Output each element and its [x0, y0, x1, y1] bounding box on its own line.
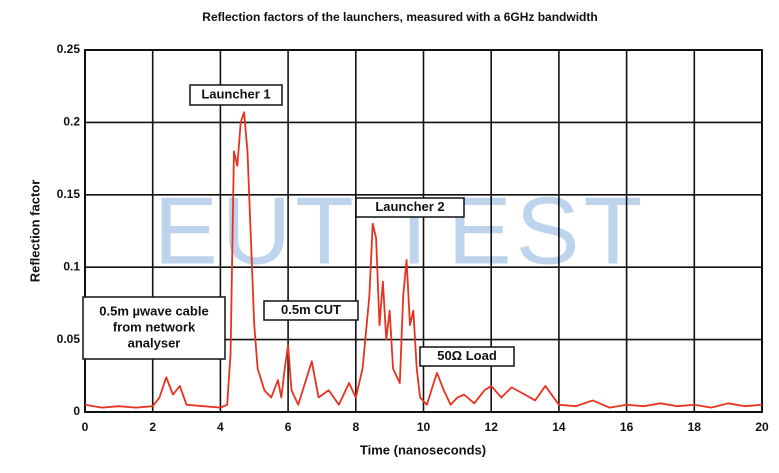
x-tick-label: 4	[217, 420, 224, 434]
y-axis-label: Reflection factor	[27, 180, 42, 283]
y-tick-label: 0.05	[57, 332, 81, 346]
x-tick-label: 14	[552, 420, 566, 434]
x-tick-label: 2	[149, 420, 156, 434]
annotation-box	[189, 84, 283, 106]
y-tick-label: 0.15	[57, 187, 81, 201]
y-tick-label: 0.1	[63, 259, 80, 273]
y-tick-label: 0.2	[63, 115, 80, 129]
x-tick-label: 8	[352, 420, 359, 434]
line-series	[84, 111, 763, 409]
annotation-text: 0.5m µwave cable	[99, 303, 208, 318]
x-tick-label: 0	[82, 420, 89, 434]
plot-frame	[84, 49, 763, 413]
annotation-box	[419, 346, 515, 367]
annotation-text: Launcher 1	[201, 86, 270, 101]
watermark: EUT TEST	[154, 177, 647, 284]
x-axis-label: Time (nanoseconds)	[360, 442, 486, 457]
y-tick-label: 0	[73, 404, 80, 418]
annotation-box	[263, 300, 359, 321]
x-tick-label: 20	[755, 420, 769, 434]
annotation-text: Launcher 2	[375, 199, 444, 214]
x-tick-label: 12	[485, 420, 499, 434]
x-tick-label: 18	[688, 420, 702, 434]
annotation-text: analyser	[128, 335, 181, 350]
y-tick-label: 0.25	[57, 42, 81, 56]
chart-title: Reflection factors of the launchers, mea…	[202, 10, 597, 24]
annotation-text: 0.5m CUT	[281, 302, 341, 317]
annotation-text: from network	[113, 319, 196, 334]
annotation-text: 50Ω Load	[437, 348, 497, 363]
annotation-box	[355, 197, 465, 218]
x-tick-label: 6	[285, 420, 292, 434]
x-tick-label: 10	[417, 420, 431, 434]
x-tick-label: 16	[620, 420, 634, 434]
annotation-box	[82, 296, 226, 360]
